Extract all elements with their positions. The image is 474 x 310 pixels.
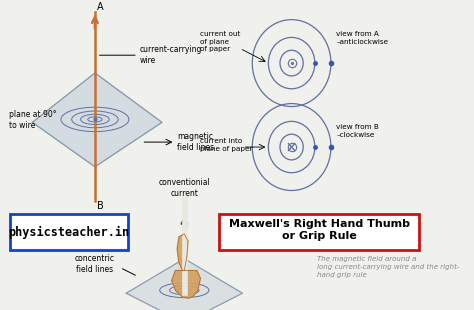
Text: B: B: [97, 202, 103, 211]
Text: A: A: [97, 2, 103, 12]
FancyBboxPatch shape: [10, 214, 128, 250]
Polygon shape: [172, 271, 201, 298]
Polygon shape: [177, 234, 188, 271]
Text: The magnetic field around a
long current-carrying wire and the right-
hand grip : The magnetic field around a long current…: [317, 256, 459, 278]
Text: Maxwell's Right Hand Thumb
or Grip Rule: Maxwell's Right Hand Thumb or Grip Rule: [229, 219, 410, 241]
Text: concentric
field lines: concentric field lines: [75, 254, 115, 274]
Text: view from A
–anticlockwise: view from A –anticlockwise: [337, 32, 388, 45]
Polygon shape: [32, 73, 162, 167]
Text: current-carrying
wire: current-carrying wire: [140, 45, 202, 65]
Polygon shape: [126, 259, 242, 310]
Text: plane at 90°
to wire: plane at 90° to wire: [9, 110, 57, 131]
FancyBboxPatch shape: [219, 214, 419, 250]
Text: magnetic
field lines: magnetic field lines: [177, 132, 214, 152]
Text: current into
plane of paper: current into plane of paper: [201, 138, 253, 152]
Text: view from B
–clockwise: view from B –clockwise: [337, 124, 379, 138]
Bar: [182, 197, 187, 295]
Text: physicsteacher.in: physicsteacher.in: [9, 225, 129, 238]
Text: conventionial
current: conventionial current: [158, 178, 210, 198]
Text: current out
of plane
of paper: current out of plane of paper: [201, 32, 241, 52]
